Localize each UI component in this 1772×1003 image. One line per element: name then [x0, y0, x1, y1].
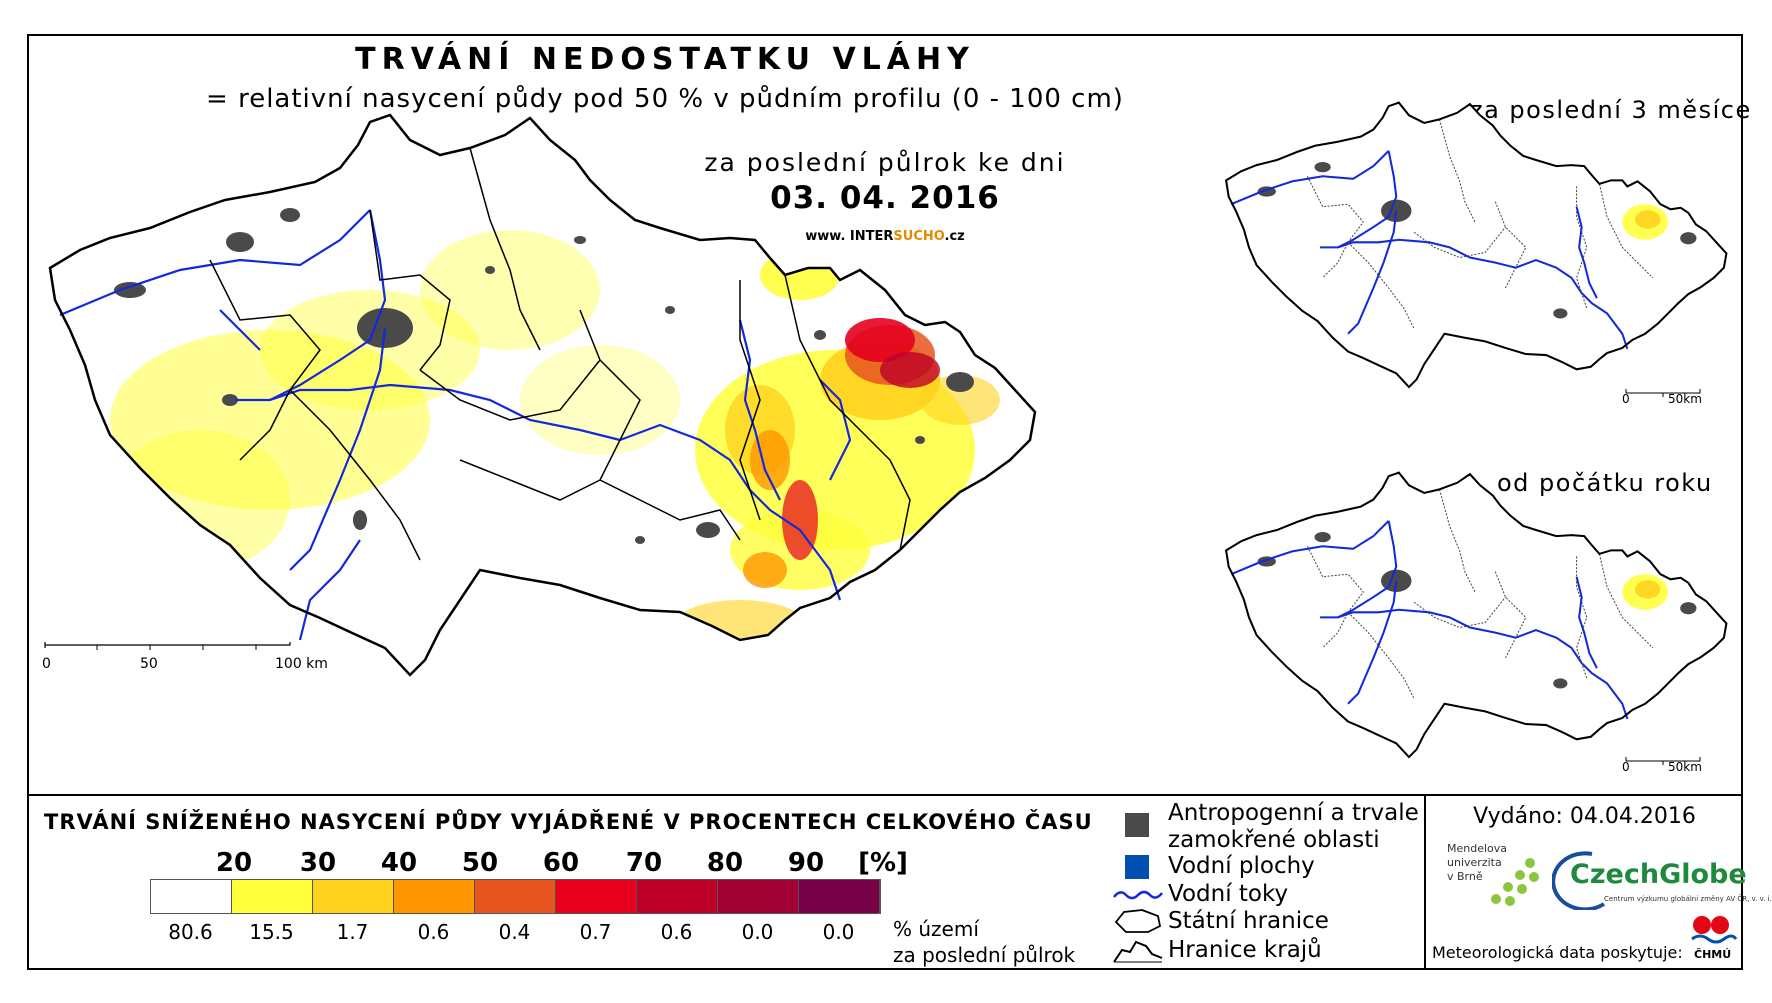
- inset-3months-scale: [1625, 389, 1701, 397]
- mendel-line2: univerzita: [1447, 856, 1502, 869]
- website-prefix: www. INTER: [805, 229, 894, 244]
- anthropogenic-label-1: Antropogenní a trvale: [1168, 800, 1419, 826]
- inset-ytd-title: od počátku roku: [1497, 469, 1713, 497]
- main-scale-bar: [44, 642, 291, 650]
- class-break: 40: [380, 848, 418, 878]
- rivers: [59, 209, 852, 641]
- share-value: 0.7: [579, 920, 612, 944]
- class-break: 50: [461, 848, 499, 878]
- class-break: 60: [542, 848, 580, 878]
- inset-map-3months: [1225, 101, 1728, 389]
- website-suffix: .cz: [944, 229, 965, 244]
- czechglobe-text: CzechGlobe: [1570, 859, 1747, 890]
- anthropogenic-label-2: zamokřené oblasti: [1168, 827, 1380, 853]
- legend-title: TRVÁNÍ SNÍŽENÉHO NASYCENÍ PŮDY VYJÁDŘENÉ…: [44, 810, 1093, 834]
- date-label: 03. 04. 2016: [770, 180, 1000, 216]
- legend-swatch: [394, 880, 475, 913]
- chmu-text: ČHMÚ: [1694, 948, 1732, 961]
- share-value: 0.6: [417, 920, 450, 944]
- legend-swatch: [718, 880, 799, 913]
- legend-swatch: [637, 880, 718, 913]
- rivers-label: Vodní toky: [1168, 881, 1289, 907]
- legend-separator: [27, 794, 1743, 796]
- class-break-unit: [%]: [858, 848, 908, 878]
- share-value: 0.4: [498, 920, 531, 944]
- state-border-label: Státní hranice: [1168, 908, 1329, 934]
- legend-swatch: [556, 880, 637, 913]
- period-label: za poslední půlrok ke dni: [704, 148, 1066, 177]
- inset-3months-scale-0: 0: [1622, 392, 1630, 406]
- share-value: 1.7: [336, 920, 369, 944]
- water-bodies-swatch: [1125, 855, 1149, 879]
- scale-tick-0: 0: [42, 656, 51, 672]
- map-subtitle: = relativní nasycení půdy pod 50 % v půd…: [206, 84, 1124, 114]
- legend-swatch: [232, 880, 313, 913]
- czechglobe-subtitle: Centrum výzkumu globální změny AV ČR, v.…: [1604, 895, 1772, 903]
- czechglobe-logo[interactable]: CzechGlobe Centrum výzkumu globální změn…: [1552, 848, 1772, 910]
- mendel-dots-icon: [1491, 858, 1539, 906]
- credits-separator: [1424, 794, 1426, 970]
- state-border-symbol: [1114, 909, 1162, 933]
- legend-color-bar: [150, 879, 881, 914]
- region-border-symbol: [1113, 940, 1163, 963]
- anthropogenic-label: Antropogenní a trvale zamokřené oblasti: [1168, 800, 1419, 854]
- inset-3months-scale-50: 50km: [1668, 392, 1702, 406]
- share-value: 0.0: [741, 920, 774, 944]
- water-bodies-label: Vodní plochy: [1168, 853, 1315, 879]
- class-break: 70: [625, 848, 663, 878]
- share-value: 15.5: [249, 920, 294, 944]
- class-break: 20: [215, 848, 253, 878]
- inset-ytd-scale-0: 0: [1622, 760, 1630, 774]
- chmu-logo-icon: [1691, 916, 1738, 944]
- mendel-line1: Mendelova: [1447, 842, 1508, 855]
- region-border-label: Hranice krajů: [1168, 937, 1322, 963]
- share-label-line1: % území: [893, 917, 979, 941]
- main-map: 0 50 100 km: [42, 113, 1037, 677]
- scale-tick-100: 100 km: [275, 656, 328, 672]
- website-accent: SUCHO: [893, 229, 945, 244]
- map-title: TRVÁNÍ NEDOSTATKU VLÁHY: [355, 42, 975, 77]
- share-value: 0.6: [660, 920, 693, 944]
- scale-tick-50: 50: [140, 656, 158, 672]
- issued-date: Vydáno: 04.04.2016: [1473, 804, 1696, 829]
- inset-3months-title: za poslední 3 měsíce: [1470, 96, 1752, 124]
- legend-swatch: [475, 880, 556, 913]
- website-label[interactable]: www. INTERSUCHO.cz: [700, 229, 1070, 244]
- anthropogenic-swatch: [1125, 813, 1149, 837]
- share-label-line2: za poslední půlrok: [893, 943, 1076, 967]
- legend-swatch: [151, 880, 232, 913]
- class-break: 30: [299, 848, 337, 878]
- rivers-symbol: [1113, 890, 1163, 900]
- class-break: 90: [787, 848, 825, 878]
- class-break: 80: [706, 848, 744, 878]
- meteo-credit: Meteorologická data poskytuje:: [1432, 943, 1683, 962]
- legend-swatch: [313, 880, 394, 913]
- mendel-line3: v Brně: [1447, 870, 1483, 883]
- region-borders: [209, 147, 911, 561]
- mendel-logo[interactable]: Mendelova univerzita v Brně: [1447, 842, 1507, 884]
- share-value: 80.6: [168, 920, 213, 944]
- share-label: % území za poslední půlrok: [893, 916, 1075, 968]
- czechglobe-arc-icon: [1552, 851, 1606, 910]
- inset-ytd-scale-50: 50km: [1668, 760, 1702, 774]
- legend-swatch: [799, 880, 880, 913]
- inset-ytd-scale: [1625, 757, 1701, 765]
- share-value: 0.0: [822, 920, 855, 944]
- inset-map-ytd: [1225, 471, 1728, 759]
